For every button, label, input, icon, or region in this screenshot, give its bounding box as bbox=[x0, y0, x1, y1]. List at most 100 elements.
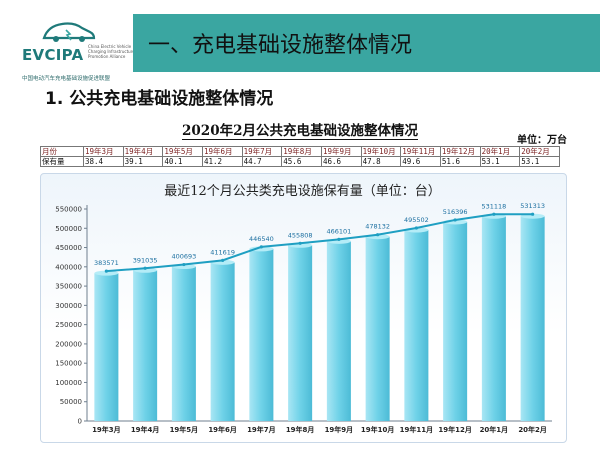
trend-point bbox=[182, 262, 186, 267]
y-tick-label: 550000 bbox=[55, 206, 82, 214]
y-tick-label: 500000 bbox=[55, 225, 82, 233]
trend-point bbox=[492, 212, 496, 216]
table-value-cell: 45.6 bbox=[281, 156, 322, 167]
bar bbox=[171, 266, 196, 421]
table-month-cell: 19年3月 bbox=[83, 146, 124, 157]
x-tick-label: 19年8月 bbox=[286, 425, 315, 434]
data-label: 455808 bbox=[288, 231, 313, 239]
trend-point bbox=[221, 258, 225, 262]
table-title-wrap: 2020年2月公共充电基础设施整体情况 bbox=[0, 119, 600, 140]
x-tick-label: 19年9月 bbox=[325, 425, 354, 434]
section-title: 1. 公共充电基础设施整体情况 bbox=[45, 89, 274, 109]
data-label: 400693 bbox=[171, 253, 196, 261]
bar bbox=[133, 270, 158, 421]
table-month-cell: 19年10月 bbox=[360, 146, 402, 157]
chart-title: 最近12个月公共类充电设施保有量（单位：台） bbox=[164, 184, 441, 199]
table-title: 2020年2月公共充电基础设施整体情况 bbox=[182, 123, 418, 140]
x-tick-label: 19年6月 bbox=[208, 425, 237, 434]
table-month-cell: 19年11月 bbox=[400, 146, 441, 157]
table-month-cell: 19年4月 bbox=[122, 146, 164, 157]
logo-chinese-text: 中国电动汽车充电基础设施促进联盟 bbox=[22, 76, 111, 82]
logo-name: EVCIPA bbox=[22, 46, 84, 64]
x-tick-label: 19年7月 bbox=[247, 425, 276, 434]
data-label: 495502 bbox=[404, 216, 429, 224]
table-value-cell: 39.1 bbox=[122, 156, 164, 167]
bar-top bbox=[249, 246, 274, 252]
y-tick-label: 50000 bbox=[60, 398, 82, 406]
y-tick-label: 300000 bbox=[55, 302, 82, 310]
x-tick-label: 20年2月 bbox=[518, 425, 547, 434]
bar bbox=[443, 221, 468, 421]
trend-point bbox=[259, 245, 263, 249]
table-value-cell: 41.2 bbox=[201, 156, 243, 167]
table-month-cell: 19年9月 bbox=[320, 146, 362, 157]
table-unit: 单位：万台 bbox=[517, 135, 567, 146]
trend-point bbox=[337, 237, 341, 241]
bar-chart: 0 50000 100000 150000 200000 250000 300000 3500… bbox=[55, 202, 552, 434]
bar-top bbox=[94, 270, 119, 276]
data-label: 466101 bbox=[326, 227, 351, 235]
table-value-cell: 53.1 bbox=[479, 156, 521, 167]
table-value-cell: 49.6 bbox=[400, 156, 441, 167]
page-title: 一、充电基础设施整体情况 bbox=[148, 33, 413, 58]
bar bbox=[520, 216, 545, 421]
header-banner: 一、充电基础设施整体情况 bbox=[133, 14, 600, 72]
bar bbox=[365, 236, 390, 421]
table-value-cell: 44.7 bbox=[241, 156, 283, 167]
x-tick-label: 19年3月 bbox=[92, 425, 121, 434]
y-tick-label: 0 bbox=[78, 418, 82, 426]
x-tick-label: 19年12月 bbox=[438, 425, 471, 434]
table-value-cell: 38.4 bbox=[83, 156, 124, 167]
y-tick-label: 200000 bbox=[55, 340, 82, 348]
x-tick-label: 20年1月 bbox=[480, 425, 509, 434]
table-month-cell: 19年7月 bbox=[241, 146, 283, 157]
data-label: 391035 bbox=[133, 256, 158, 264]
x-tick-label: 19年10月 bbox=[361, 425, 394, 434]
data-label: 531118 bbox=[481, 202, 506, 210]
table-month-cell: 19年5月 bbox=[162, 146, 203, 157]
table-month-cell: 19年6月 bbox=[201, 146, 243, 157]
y-tick-label: 350000 bbox=[55, 283, 82, 291]
table-month-cell: 19年8月 bbox=[281, 146, 322, 157]
trend-point bbox=[453, 218, 457, 222]
table-value-cell: 40.1 bbox=[162, 156, 203, 167]
bar bbox=[404, 230, 429, 421]
trend-line bbox=[106, 213, 533, 273]
data-label: 516396 bbox=[443, 208, 468, 216]
y-tick-label: 400000 bbox=[55, 263, 82, 271]
trend-point bbox=[531, 212, 535, 216]
bar bbox=[481, 216, 506, 421]
bar bbox=[249, 248, 274, 421]
table-value-cell: 53.1 bbox=[519, 156, 560, 167]
x-tick-label: 19年5月 bbox=[170, 425, 199, 434]
row-header-value: 保有量 bbox=[40, 156, 84, 167]
trend-point bbox=[143, 266, 147, 270]
bar bbox=[94, 273, 119, 421]
data-label: 446540 bbox=[249, 235, 274, 243]
y-tick-label: 150000 bbox=[55, 360, 82, 368]
trend-point bbox=[298, 241, 302, 245]
data-label: 383571 bbox=[94, 259, 119, 267]
trend-point bbox=[104, 269, 108, 273]
table-value-cell: 47.8 bbox=[360, 156, 402, 167]
y-tick-label: 100000 bbox=[55, 379, 82, 387]
trend-point bbox=[376, 233, 380, 237]
row-header-month: 月份 bbox=[40, 146, 84, 157]
x-tick-label: 19年4月 bbox=[131, 425, 160, 434]
car-plug-icon bbox=[42, 22, 96, 42]
table-month-cell: 19年12月 bbox=[439, 146, 481, 157]
table-value-row: 保有量 38.4 39.1 40.1 41.2 44.7 45.6 46.6 47.8 49.6… bbox=[40, 156, 560, 167]
y-tick-label: 250000 bbox=[55, 321, 82, 329]
logo-english-text: China Electric Vehicle Charging Infrastr… bbox=[88, 44, 135, 59]
evcipa-logo: EVCIPA China Electric Vehicle Charging I… bbox=[8, 14, 135, 82]
bar bbox=[210, 262, 235, 421]
bar bbox=[288, 245, 313, 421]
data-label: 478132 bbox=[365, 223, 390, 231]
trend-point bbox=[414, 226, 418, 230]
table-month-cell: 20年2月 bbox=[519, 146, 560, 157]
x-tick-label: 19年11月 bbox=[400, 425, 433, 434]
table-value-cell: 51.6 bbox=[439, 156, 481, 167]
data-table: 月份 19年3月 19年4月 19年5月 19年6月 19年7月 19年8月 19年9月 19… bbox=[40, 146, 560, 167]
bar bbox=[326, 241, 351, 421]
table-header-row: 月份 19年3月 19年4月 19年5月 19年6月 19年7月 19年8月 19年9月 19… bbox=[40, 146, 560, 157]
